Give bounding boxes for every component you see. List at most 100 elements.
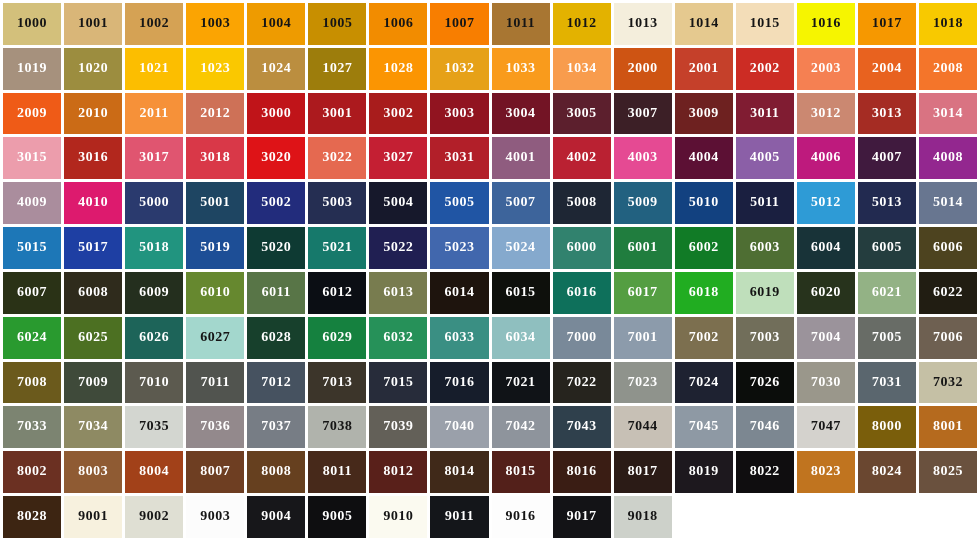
ral-swatch-5013: 5013 xyxy=(857,182,916,225)
ral-swatch-7006: 7006 xyxy=(918,316,977,359)
ral-swatch-1003: 1003 xyxy=(186,3,245,45)
ral-swatch-5014: 5014 xyxy=(918,182,977,225)
ral-swatch-1011: 1011 xyxy=(491,3,550,45)
ral-swatch-9017: 9017 xyxy=(552,496,611,538)
ral-swatch-4002: 4002 xyxy=(552,137,611,180)
ral-swatch-7001: 7001 xyxy=(613,316,672,359)
ral-swatch-6005: 6005 xyxy=(857,227,916,269)
ral-swatch-1033: 1033 xyxy=(491,47,550,90)
ral-swatch-5007: 5007 xyxy=(491,182,550,225)
ral-swatch-6020: 6020 xyxy=(796,271,855,314)
ral-swatch-5011: 5011 xyxy=(735,182,794,225)
ral-swatch-8023: 8023 xyxy=(796,451,855,494)
ral-swatch-3001: 3001 xyxy=(308,92,367,135)
ral-swatch-1000: 1000 xyxy=(3,3,62,45)
ral-swatch-3011: 3011 xyxy=(735,92,794,135)
ral-swatch-7042: 7042 xyxy=(491,406,550,449)
ral-swatch-6024: 6024 xyxy=(3,316,62,359)
ral-swatch-1007: 1007 xyxy=(430,3,489,45)
ral-swatch-6013: 6013 xyxy=(369,271,428,314)
ral-swatch-7010: 7010 xyxy=(125,361,184,404)
ral-swatch-8004: 8004 xyxy=(125,451,184,494)
ral-swatch-5009: 5009 xyxy=(613,182,672,225)
ral-swatch-1004: 1004 xyxy=(247,3,306,45)
ral-swatch-1012: 1012 xyxy=(552,3,611,45)
ral-swatch-5012: 5012 xyxy=(796,182,855,225)
ral-swatch-6018: 6018 xyxy=(674,271,733,314)
ral-swatch-7034: 7034 xyxy=(64,406,123,449)
ral-swatch-6000: 6000 xyxy=(552,227,611,269)
ral-swatch-6033: 6033 xyxy=(430,316,489,359)
ral-swatch-2008: 2008 xyxy=(918,47,977,90)
ral-swatch-6008: 6008 xyxy=(64,271,123,314)
ral-swatch-7013: 7013 xyxy=(308,361,367,404)
ral-swatch-3003: 3003 xyxy=(430,92,489,135)
ral-swatch-2011: 2011 xyxy=(125,92,184,135)
ral-swatch-7002: 7002 xyxy=(674,316,733,359)
ral-swatch-9016: 9016 xyxy=(491,496,550,538)
ral-swatch-1016: 1016 xyxy=(796,3,855,45)
ral-swatch-7037: 7037 xyxy=(247,406,306,449)
ral-swatch-3016: 3016 xyxy=(64,137,123,180)
ral-swatch-1014: 1014 xyxy=(674,3,733,45)
ral-swatch-7039: 7039 xyxy=(369,406,428,449)
ral-swatch-9005: 9005 xyxy=(308,496,367,538)
ral-swatch-8025: 8025 xyxy=(918,451,977,494)
ral-swatch-3000: 3000 xyxy=(247,92,306,135)
ral-swatch-3018: 3018 xyxy=(186,137,245,180)
ral-swatch-6009: 6009 xyxy=(125,271,184,314)
ral-swatch-7012: 7012 xyxy=(247,361,306,404)
ral-swatch-1013: 1013 xyxy=(613,3,672,45)
ral-swatch-3027: 3027 xyxy=(369,137,428,180)
ral-swatch-3013: 3013 xyxy=(857,92,916,135)
ral-swatch-6004: 6004 xyxy=(796,227,855,269)
ral-swatch-6028: 6028 xyxy=(247,316,306,359)
ral-swatch-6026: 6026 xyxy=(125,316,184,359)
ral-swatch-7046: 7046 xyxy=(735,406,794,449)
ral-swatch-3009: 3009 xyxy=(674,92,733,135)
ral-swatch-2002: 2002 xyxy=(735,47,794,90)
ral-swatch-8015: 8015 xyxy=(491,451,550,494)
ral-swatch-1006: 1006 xyxy=(369,3,428,45)
ral-swatch-7022: 7022 xyxy=(552,361,611,404)
ral-swatch-5001: 5001 xyxy=(186,182,245,225)
ral-swatch-9018: 9018 xyxy=(613,496,672,538)
ral-swatch-8028: 8028 xyxy=(3,496,62,538)
ral-swatch-6014: 6014 xyxy=(430,271,489,314)
ral-swatch-1005: 1005 xyxy=(308,3,367,45)
ral-swatch-3015: 3015 xyxy=(3,137,62,180)
ral-swatch-9010: 9010 xyxy=(369,496,428,538)
ral-swatch-6016: 6016 xyxy=(552,271,611,314)
ral-swatch-7024: 7024 xyxy=(674,361,733,404)
ral-swatch-7009: 7009 xyxy=(64,361,123,404)
empty-cell xyxy=(918,496,977,538)
ral-swatch-8001: 8001 xyxy=(918,406,977,449)
ral-swatch-5004: 5004 xyxy=(369,182,428,225)
ral-swatch-5000: 5000 xyxy=(125,182,184,225)
ral-swatch-6006: 6006 xyxy=(918,227,977,269)
ral-swatch-6012: 6012 xyxy=(308,271,367,314)
ral-swatch-6021: 6021 xyxy=(857,271,916,314)
ral-swatch-8024: 8024 xyxy=(857,451,916,494)
ral-swatch-6015: 6015 xyxy=(491,271,550,314)
ral-swatch-5010: 5010 xyxy=(674,182,733,225)
ral-swatch-7016: 7016 xyxy=(430,361,489,404)
ral-swatch-3005: 3005 xyxy=(552,92,611,135)
ral-swatch-7008: 7008 xyxy=(3,361,62,404)
ral-swatch-7004: 7004 xyxy=(796,316,855,359)
ral-swatch-6032: 6032 xyxy=(369,316,428,359)
ral-swatch-6017: 6017 xyxy=(613,271,672,314)
ral-swatch-6011: 6011 xyxy=(247,271,306,314)
empty-cell xyxy=(857,496,916,538)
ral-swatch-3017: 3017 xyxy=(125,137,184,180)
ral-swatch-7030: 7030 xyxy=(796,361,855,404)
ral-swatch-7005: 7005 xyxy=(857,316,916,359)
ral-swatch-3012: 3012 xyxy=(796,92,855,135)
ral-swatch-8014: 8014 xyxy=(430,451,489,494)
ral-swatch-5005: 5005 xyxy=(430,182,489,225)
ral-swatch-1001: 1001 xyxy=(64,3,123,45)
ral-swatch-3004: 3004 xyxy=(491,92,550,135)
empty-cell xyxy=(674,496,733,538)
ral-swatch-7033: 7033 xyxy=(3,406,62,449)
